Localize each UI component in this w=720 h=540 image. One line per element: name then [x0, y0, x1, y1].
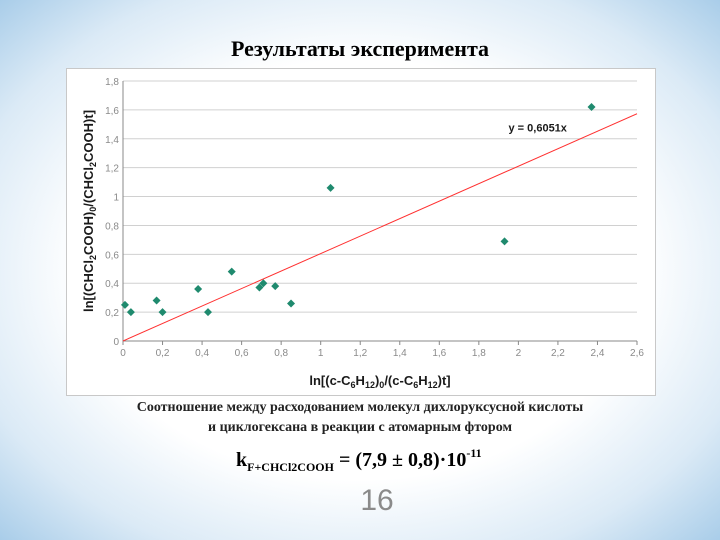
x-tick-label: 2,2 — [551, 348, 565, 359]
y-tick-label: 1,4 — [105, 135, 119, 146]
x-tick-label: 0,2 — [156, 348, 170, 359]
data-point — [500, 237, 509, 246]
x-tick-label: 2,6 — [630, 348, 644, 359]
data-point — [255, 283, 264, 292]
y-tick-label: 1 — [113, 193, 119, 204]
caption-line-1: Соотношение между расходованием молекул … — [136, 400, 584, 415]
x-tick-label: 1,2 — [353, 348, 367, 359]
x-tick-label: 2,4 — [591, 348, 605, 359]
y-tick-label: 0,6 — [105, 250, 119, 261]
data-point — [326, 183, 335, 192]
slide-title: Результаты эксперимента — [230, 36, 490, 61]
data-point — [271, 282, 280, 291]
data-point — [194, 285, 203, 293]
x-tick-label: 0 — [120, 348, 126, 359]
y-tick-label: 0,8 — [105, 221, 119, 232]
data-point — [126, 308, 135, 317]
data-point — [204, 308, 213, 317]
x-tick-label: 0,4 — [195, 348, 209, 359]
rate-exponent: -11 — [466, 446, 482, 460]
trendline-equation: y = 0,6051x — [509, 123, 568, 135]
data-point — [152, 296, 161, 305]
y-tick-label: 0,4 — [105, 279, 119, 290]
rate-k: k — [236, 449, 248, 471]
scatter-chart: 0 0,2 0,4 0,6 0,8 1 1,2 1,4 1,6 1,8 0 0,2 0,4 0,6 0,8 1… — [81, 77, 644, 390]
y-axis-title: ln[(CHCl2COOH)0/(CHCl2COOH)t] — [81, 110, 98, 312]
rate-constant-formula: kF+CHCl2COOH = (7,9 ± 0,8)·10-11 — [236, 446, 482, 475]
data-point — [259, 279, 268, 288]
x-tick-label: 1,8 — [472, 348, 486, 359]
rate-subscript: F+CHCl2COOH — [247, 460, 334, 474]
x-axis-title: ln[(c-C6H12)0/(c-C6H12)t] — [309, 373, 450, 390]
chart-frame: 0 0,2 0,4 0,6 0,8 1 1,2 1,4 1,6 1,8 0 0,2 0,4 0,6 0,8 1… — [66, 68, 656, 396]
x-tick-label: 1 — [318, 348, 324, 359]
data-point — [120, 300, 129, 309]
x-tick-label: 0,8 — [274, 348, 288, 359]
page-number: 16 — [360, 484, 394, 517]
x-tick-label: 0,6 — [235, 348, 249, 359]
trendline — [122, 113, 638, 342]
data-point — [587, 103, 596, 111]
figure-caption: Соотношение между расходованием молекул … — [40, 398, 680, 438]
y-tick-label: 0,2 — [105, 308, 119, 319]
y-tick-label: 0 — [113, 337, 119, 348]
caption-line-2: и циклогексана в реакции с атомарным фто… — [208, 420, 512, 435]
x-tick-label: 2 — [516, 348, 522, 359]
x-tick-label: 1,6 — [432, 348, 446, 359]
rate-value: = (7,9 ± 0,8)·10 — [333, 449, 467, 471]
y-tick-label: 1,2 — [105, 164, 119, 175]
data-point — [227, 267, 236, 276]
data-point — [158, 308, 167, 317]
x-tick-label: 1,4 — [393, 348, 407, 359]
y-tick-label: 1,8 — [105, 77, 119, 88]
data-point — [287, 299, 296, 308]
y-tick-label: 1,6 — [105, 106, 119, 117]
